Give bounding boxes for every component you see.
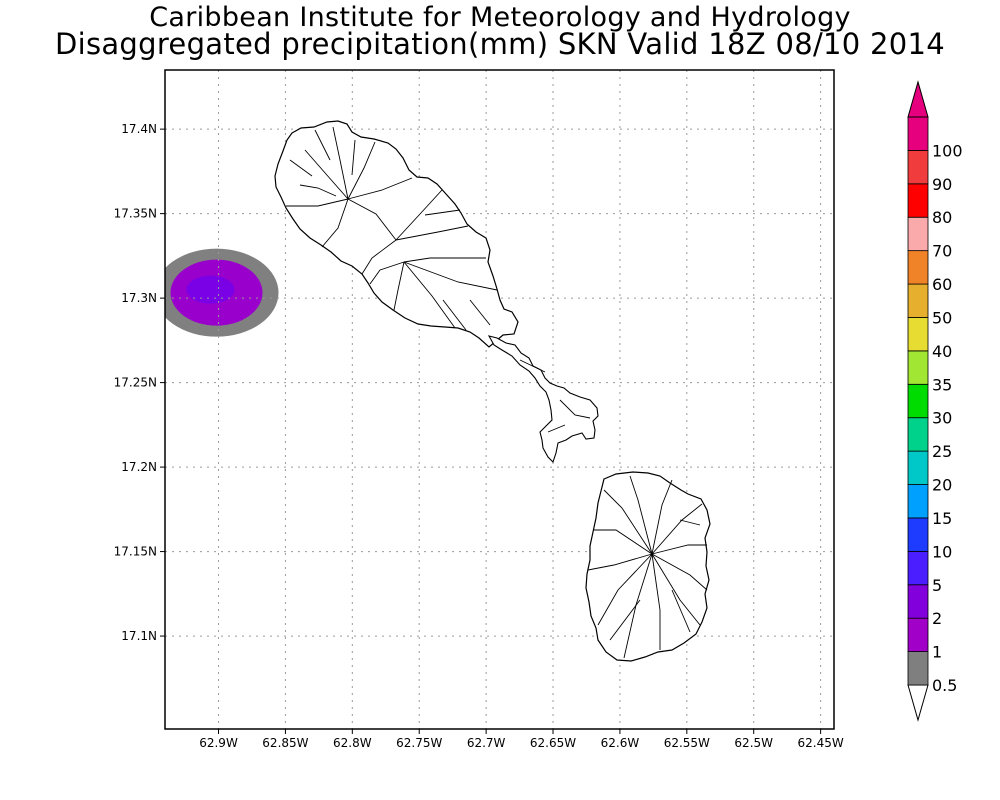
- colorbar-level-label: 2: [932, 609, 942, 628]
- map-frame: [164, 69, 835, 730]
- island-outlines: [274, 120, 711, 662]
- colorbar-swatch: [907, 183, 929, 218]
- colorbar-level-label: 40: [932, 342, 952, 361]
- colorbar-level-label: 0.5: [932, 676, 957, 695]
- precipitation-cell: [165, 248, 279, 337]
- colorbar-swatch: [907, 617, 929, 652]
- colorbar-swatch: [907, 317, 929, 352]
- colorbar-swatch: [907, 216, 929, 252]
- colorbar-swatch: [907, 550, 929, 586]
- lon-tick-label: 62.9W: [199, 736, 238, 750]
- colorbar-level-label: 50: [932, 308, 952, 327]
- lat-tick-label: 17.25N: [114, 376, 157, 390]
- colorbar-swatch: [907, 150, 929, 185]
- lat-tick-label: 17.15N: [114, 545, 157, 559]
- colorbar-swatch: [907, 484, 929, 519]
- colorbar-level-label: 70: [932, 242, 952, 261]
- chart-title-line1: Caribbean Institute for Meteorology and …: [149, 2, 851, 33]
- map-area: 17.4N 17.35N 17.3N 17.25N 17.2N 17.15N 17.1N 6…: [114, 69, 844, 750]
- colorbar-swatch: [907, 350, 929, 385]
- lat-tick-label: 17.35N: [114, 207, 157, 221]
- colorbar-level-label: 10: [932, 542, 952, 561]
- lat-tick-label: 17.4N: [121, 122, 157, 136]
- colorbar-swatch: [907, 450, 929, 485]
- lon-tick-label: 62.75W: [396, 736, 442, 750]
- lon-tick-label: 62.5W: [734, 736, 773, 750]
- colorbar-swatch: [907, 250, 929, 285]
- colorbar-swatch: [907, 517, 929, 552]
- lon-tick-label: 62.65W: [530, 736, 576, 750]
- lon-tick-label: 62.8W: [333, 736, 372, 750]
- chart-title-line2: Disaggregated precipitation(mm) SKN Vali…: [54, 27, 946, 61]
- lat-tick-label: 17.1N: [121, 629, 157, 643]
- colorbar-swatch: [907, 417, 929, 452]
- grid-lines: [165, 70, 834, 729]
- lon-tick-label: 62.85W: [262, 736, 308, 750]
- st-kitts-peninsula-outline: [487, 335, 599, 464]
- lat-tick-label: 17.3N: [121, 291, 157, 305]
- colorbar-level-label: 90: [932, 175, 952, 194]
- longitude-axis: 62.9W 62.85W 62.8W 62.75W 62.7W 62.65W 62.6W 62…: [199, 729, 844, 750]
- lon-tick-label: 62.55W: [664, 736, 710, 750]
- colorbar-level-label: 35: [932, 375, 952, 394]
- colorbar-level-label: 20: [932, 476, 952, 495]
- lon-tick-label: 62.7W: [467, 736, 506, 750]
- colorbar-level-label: 30: [932, 409, 952, 428]
- colorbar-swatch: [907, 383, 929, 419]
- colorbar-level-label: 80: [932, 208, 952, 227]
- colorbar-level-label: 5: [932, 576, 942, 595]
- lon-tick-label: 62.45W: [798, 736, 844, 750]
- colorbar-swatch: [907, 651, 929, 686]
- lat-tick-label: 17.2N: [121, 460, 157, 474]
- colorbar-lower-arrow: [907, 684, 929, 722]
- precip-contour-2mm: [186, 275, 235, 304]
- lon-tick-label: 62.6W: [601, 736, 640, 750]
- colorbar-upper-arrow: [907, 80, 929, 118]
- colorbar-swatch: [907, 584, 929, 619]
- drainage-lines: [286, 126, 708, 659]
- colorbar-level-label: 15: [932, 509, 952, 528]
- latitude-axis: 17.4N 17.35N 17.3N 17.25N 17.2N 17.15N 17.1N: [114, 122, 165, 643]
- colorbar-swatch: [907, 116, 929, 151]
- colorbar-level-label: 1: [932, 643, 942, 662]
- st-kitts-outline: [274, 120, 519, 348]
- colorbar-level-label: 60: [932, 275, 952, 294]
- colorbar-swatch: [907, 283, 929, 318]
- colorbar-level-label: 25: [932, 442, 952, 461]
- colorbar-level-label: 100: [932, 141, 963, 160]
